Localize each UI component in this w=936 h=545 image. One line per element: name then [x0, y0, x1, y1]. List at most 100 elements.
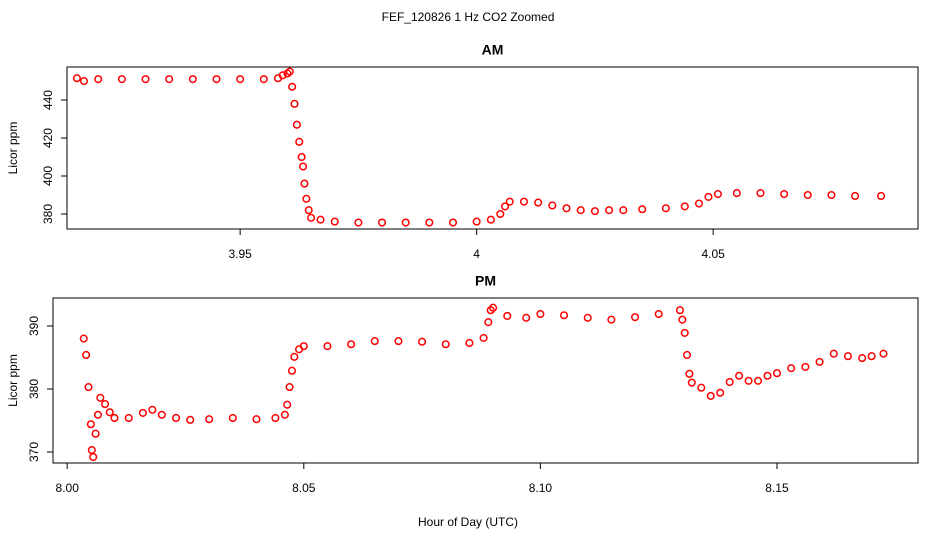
data-point: [505, 197, 514, 206]
data-point: [138, 408, 147, 417]
data-point: [801, 362, 810, 371]
data-point: [735, 371, 744, 380]
data-point: [124, 413, 133, 423]
data-point: [489, 303, 498, 312]
data-point: [678, 315, 687, 324]
data-point: [110, 413, 119, 423]
data-point: [687, 378, 696, 387]
x-tick-label: 4: [473, 247, 480, 261]
data-point: [680, 202, 689, 211]
data-point: [503, 311, 512, 320]
data-point: [117, 75, 126, 84]
data-point: [401, 218, 410, 227]
data-point: [330, 217, 339, 226]
data-point: [787, 364, 796, 373]
data-point: [484, 318, 493, 327]
data-point: [756, 189, 765, 198]
data-point: [188, 75, 197, 84]
data-point: [661, 204, 670, 213]
data-point: [877, 191, 886, 201]
data-point: [377, 218, 387, 227]
data-point: [465, 338, 474, 348]
data-point: [607, 315, 616, 324]
data-point: [638, 205, 647, 214]
data-point: [605, 206, 614, 215]
data-point: [630, 313, 640, 322]
x-tick-label: 3.95: [228, 247, 252, 261]
data-point: [101, 400, 110, 409]
data-point: [288, 82, 297, 91]
data-point: [84, 383, 93, 392]
data-point: [713, 190, 722, 199]
data-point: [843, 352, 853, 361]
figure-title: FEF_120826 1 Hz CO2 Zoomed: [382, 10, 555, 24]
data-point: [706, 391, 715, 400]
data-point: [186, 415, 195, 424]
data-point: [370, 337, 379, 346]
data-point: [619, 206, 628, 215]
data-point: [448, 218, 458, 227]
data-point: [300, 179, 309, 188]
y-tick-label: 380: [41, 204, 55, 224]
data-point: [72, 74, 81, 83]
x-tick-label: 8.10: [529, 481, 553, 495]
data-point: [91, 429, 100, 438]
data-point: [704, 192, 713, 201]
data-point: [141, 75, 150, 84]
y-tick-label: 400: [41, 166, 55, 186]
data-point: [590, 207, 599, 216]
data-point: [772, 369, 782, 378]
data-point: [583, 313, 592, 322]
data-point: [299, 342, 308, 351]
data-point: [500, 202, 510, 211]
data-point: [316, 215, 325, 224]
data-point: [683, 350, 692, 360]
data-point: [496, 209, 505, 219]
x-tick-label: 4.05: [701, 247, 725, 261]
data-point: [307, 213, 316, 222]
data-point: [165, 75, 174, 84]
x-tick-label: 8.00: [56, 481, 80, 495]
data-point: [228, 413, 237, 423]
data-point: [86, 420, 95, 429]
data-point: [278, 71, 287, 80]
data-point: [763, 371, 772, 380]
data-point: [347, 340, 356, 349]
data-point: [148, 405, 157, 414]
data-point: [171, 413, 181, 423]
data-point: [815, 357, 824, 366]
data-point: [354, 218, 363, 227]
y-tick-label: 390: [27, 316, 41, 336]
data-point: [694, 199, 704, 208]
data-point: [105, 408, 114, 417]
data-point: [827, 190, 836, 200]
data-point: [522, 313, 531, 322]
x-tick-label: 8.15: [765, 481, 789, 495]
data-point: [94, 75, 103, 84]
data-point: [780, 190, 789, 199]
data-point: [536, 309, 545, 319]
x-tick-label: 8.05: [292, 481, 316, 495]
y-tick-label: 420: [41, 128, 55, 148]
data-point: [292, 120, 301, 129]
data-point: [716, 388, 725, 397]
y-tick-label: 440: [41, 90, 55, 110]
data-point: [803, 190, 812, 200]
y-axis-label: Licor ppm: [6, 354, 20, 407]
plot-frame: [66, 66, 919, 230]
data-point: [548, 201, 557, 210]
data-point: [89, 452, 98, 462]
data-point: [298, 162, 308, 171]
data-point: [472, 217, 481, 226]
y-tick-label: 370: [27, 442, 41, 462]
data-point: [252, 415, 261, 424]
data-point: [236, 75, 245, 84]
data-point: [290, 99, 299, 108]
y-axis-label: Licor ppm: [6, 122, 20, 175]
data-point: [425, 218, 434, 227]
data-point: [304, 206, 313, 215]
data-point: [287, 366, 297, 375]
data-point: [212, 75, 221, 84]
